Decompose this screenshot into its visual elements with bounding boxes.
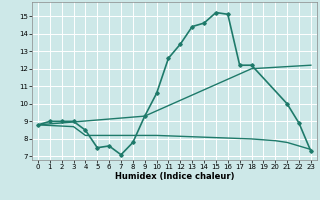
- X-axis label: Humidex (Indice chaleur): Humidex (Indice chaleur): [115, 172, 234, 181]
